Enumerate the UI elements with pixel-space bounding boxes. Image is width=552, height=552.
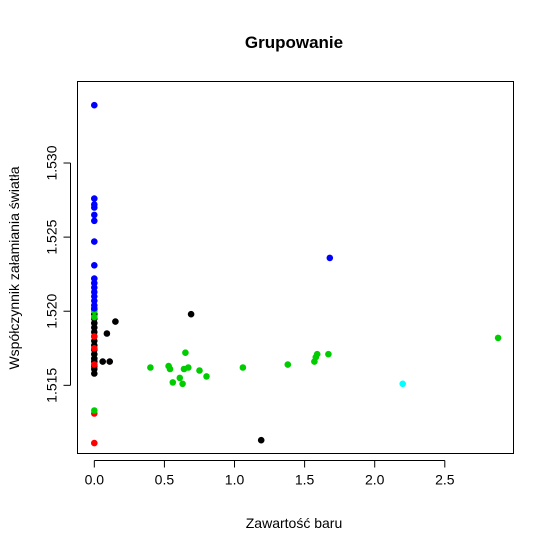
data-point (185, 364, 192, 371)
data-point (91, 195, 98, 202)
x-tick-label: 0.5 (155, 472, 175, 488)
data-point (399, 380, 407, 388)
data-point (91, 238, 98, 245)
data-point (112, 318, 119, 325)
x-axis: 0.0 0.5 1.0 1.5 2.0 2.5 (85, 460, 455, 488)
data-point (91, 313, 98, 321)
data-point (91, 204, 98, 211)
x-axis-label: Zawartość baru (246, 515, 342, 531)
y-tick-label: 1.525 (44, 219, 60, 254)
data-point (187, 310, 195, 318)
data-point (257, 436, 265, 444)
x-tick-label: 0.0 (85, 472, 105, 488)
y-axis: 1.515 1.520 1.525 1.530 (44, 145, 71, 403)
data-point (103, 330, 111, 337)
data-point (182, 349, 189, 357)
data-point (239, 364, 247, 371)
data-point (91, 101, 98, 109)
data-point (169, 379, 177, 386)
data-point (494, 334, 502, 342)
y-tick-label: 1.515 (44, 368, 60, 403)
data-point (91, 333, 98, 340)
y-tick-label: 1.530 (44, 145, 60, 180)
chart-title: Grupowanie (245, 33, 343, 52)
data-point (313, 350, 321, 358)
data-point (203, 373, 210, 380)
data-point (179, 380, 186, 388)
y-axis-label: Współczynnik załamiania światła (6, 166, 22, 369)
data-point (91, 262, 98, 269)
data-point (91, 305, 98, 312)
data-point (91, 361, 98, 368)
data-point (91, 345, 98, 352)
data-point (106, 358, 113, 365)
data-point (176, 374, 184, 382)
x-tick-label: 2.5 (435, 472, 455, 488)
x-tick-label: 2.0 (365, 472, 385, 488)
data-point (326, 254, 334, 262)
data-point (147, 364, 154, 371)
x-tick-label: 1.5 (295, 472, 315, 488)
data-point (91, 407, 98, 414)
data-point (91, 211, 98, 219)
data-point (91, 217, 98, 225)
data-points (91, 101, 502, 447)
data-point (284, 361, 292, 368)
x-tick-label: 1.0 (225, 472, 245, 488)
data-point (91, 439, 98, 447)
data-point (166, 365, 174, 373)
data-point (325, 350, 332, 358)
data-point (196, 367, 203, 374)
y-tick-label: 1.520 (44, 293, 60, 328)
plot-frame (77, 81, 514, 454)
data-point (99, 358, 106, 365)
